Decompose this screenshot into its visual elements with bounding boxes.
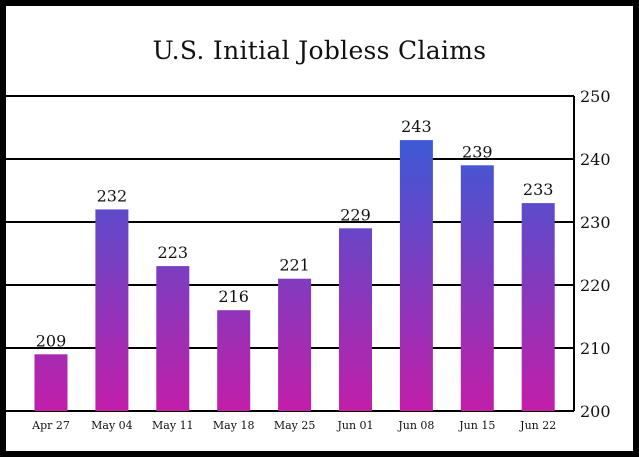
y-tick-label: 220 xyxy=(580,276,611,295)
data-label: 223 xyxy=(158,243,189,262)
bars xyxy=(34,140,555,411)
x-tick-label: Apr 27 xyxy=(31,419,70,432)
bar-jun-15 xyxy=(460,165,494,411)
x-tick-label: May 18 xyxy=(213,419,255,432)
bar-may-25 xyxy=(278,278,312,411)
x-tick-label: May 25 xyxy=(274,419,316,432)
bar-may-18 xyxy=(217,310,251,411)
x-tick-label: May 11 xyxy=(152,419,194,432)
y-tick-label: 240 xyxy=(580,150,611,169)
bar-may-04 xyxy=(95,209,129,411)
bar-jun-01 xyxy=(339,228,372,411)
x-tick-label: Jun 22 xyxy=(519,419,556,432)
chart-frame: U.S. Initial Jobless Claims 209 232 223 216… xyxy=(6,6,633,451)
data-label: 243 xyxy=(401,117,432,136)
data-label: 229 xyxy=(340,205,371,224)
x-tick-label: Jun 01 xyxy=(336,419,373,432)
data-label: 216 xyxy=(218,287,249,306)
bar-jun-22 xyxy=(521,203,555,411)
x-tick-label: Jun 15 xyxy=(458,419,495,432)
y-tick-label: 250 xyxy=(580,87,611,106)
data-labels: 209 232 223 216 221 229 243 239 233 xyxy=(36,117,554,350)
data-label: 221 xyxy=(279,256,310,275)
x-tick-label: May 04 xyxy=(91,419,133,432)
bar-chart: 209 232 223 216 221 229 243 239 233 200 210 220 230… xyxy=(6,87,611,432)
y-axis-ticks: 200 210 220 230 240 250 xyxy=(580,87,611,421)
y-tick-label: 210 xyxy=(580,339,611,358)
x-axis-ticks: Apr 27 May 04 May 11 May 18 May 25 Jun 01 Jun … xyxy=(31,419,556,432)
data-label: 232 xyxy=(97,186,128,205)
data-label: 209 xyxy=(36,331,67,350)
bar-jun-08 xyxy=(399,140,433,411)
data-label: 233 xyxy=(523,180,554,199)
y-tick-label: 230 xyxy=(580,213,611,232)
bar-apr-27 xyxy=(34,354,68,411)
chart-title: U.S. Initial Jobless Claims xyxy=(152,36,487,65)
bar-may-11 xyxy=(156,266,190,411)
data-label: 239 xyxy=(462,142,493,161)
x-tick-label: Jun 08 xyxy=(397,419,434,432)
y-tick-label: 200 xyxy=(580,402,611,421)
